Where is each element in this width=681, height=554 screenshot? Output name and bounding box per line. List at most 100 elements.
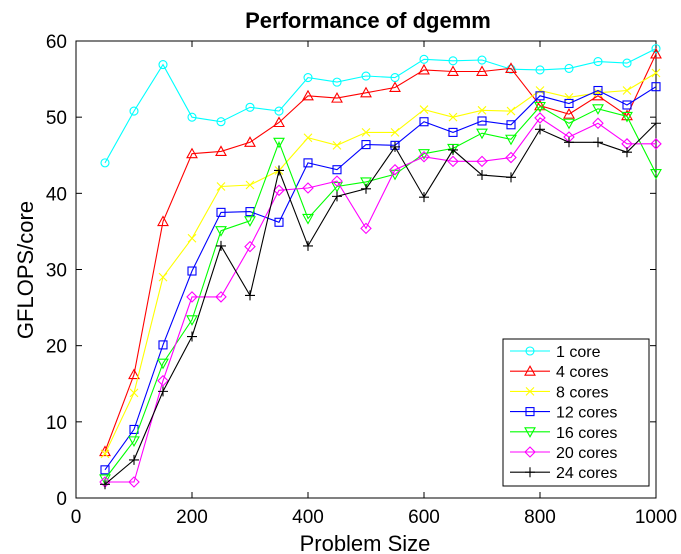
data-point-20-cores <box>534 112 546 124</box>
data-point-4-cores <box>389 81 401 93</box>
x-tick-label: 600 <box>408 507 440 528</box>
data-point-16-cores <box>650 168 662 180</box>
data-point-8-cores <box>651 68 661 78</box>
data-point-24-cores <box>651 118 661 129</box>
data-point-20-cores <box>418 150 430 163</box>
data-point-20-cores <box>447 155 459 168</box>
data-point-24-cores <box>390 141 400 152</box>
data-point-1-core <box>100 158 110 168</box>
data-point-24-cores <box>100 479 110 490</box>
data-point-16-cores <box>331 181 343 193</box>
data-point-1-core <box>419 54 429 64</box>
data-point-20-cores <box>157 374 169 387</box>
data-point-8-cores <box>129 388 139 398</box>
data-point-8-cores <box>419 105 429 114</box>
data-point-12-cores <box>303 158 313 168</box>
data-point-20-cores <box>128 476 140 488</box>
data-point-12-cores <box>216 207 226 217</box>
data-point-16-cores <box>476 128 488 140</box>
series-12-cores <box>100 82 661 475</box>
data-point-8-cores <box>361 128 371 137</box>
data-point-1-core <box>361 71 371 81</box>
data-point-12-cores <box>506 120 516 130</box>
data-point-16-cores <box>128 436 140 448</box>
data-point-8-cores <box>390 128 400 137</box>
data-point-1-core <box>216 117 226 127</box>
data-point-4-cores <box>563 107 575 119</box>
legend-label: 16 cores <box>556 425 617 442</box>
data-point-8-cores <box>448 112 458 122</box>
series-line-4-cores <box>104 53 657 452</box>
legend-label: 20 cores <box>556 445 617 462</box>
data-point-1-core <box>274 106 284 116</box>
data-point-12-cores <box>477 116 487 126</box>
series-line-1-core <box>104 48 657 164</box>
y-tick-label: 50 <box>46 108 67 129</box>
series-line-8-cores <box>104 72 657 455</box>
data-point-12-cores <box>535 91 545 101</box>
data-point-8-cores <box>216 182 226 191</box>
data-point-20-cores <box>244 240 256 253</box>
data-point-12-cores <box>100 465 110 475</box>
data-point-16-cores <box>302 213 314 225</box>
legend-item-16-cores: 16 cores <box>510 425 617 442</box>
data-point-8-cores <box>506 106 516 116</box>
data-point-1-core <box>303 73 313 83</box>
data-point-4-cores <box>273 116 285 128</box>
y-tick-label: 10 <box>46 413 67 434</box>
data-point-24-cores <box>187 331 197 342</box>
data-point-4-cores <box>157 215 169 227</box>
data-point-8-cores <box>535 86 545 95</box>
data-point-8-cores <box>593 88 603 98</box>
data-point-12-cores <box>187 266 197 276</box>
data-point-4-cores <box>244 136 256 147</box>
data-point-4-cores <box>331 91 343 103</box>
data-point-24-cores <box>216 240 226 251</box>
data-point-16-cores <box>447 143 459 155</box>
data-point-8-cores <box>187 233 197 243</box>
data-point-8-cores <box>100 449 110 459</box>
legend-swatch-marker <box>524 365 536 376</box>
data-point-24-cores <box>535 124 545 135</box>
data-point-1-core <box>158 60 168 70</box>
data-point-24-cores <box>158 386 168 397</box>
series-line-24-cores <box>104 122 657 485</box>
data-point-24-cores <box>506 172 516 183</box>
legend-item-12-cores: 12 cores <box>510 405 617 422</box>
data-point-8-cores <box>303 133 313 143</box>
data-point-20-cores <box>389 163 401 176</box>
data-point-24-cores <box>564 137 574 148</box>
legend-label: 8 cores <box>556 384 608 401</box>
data-point-12-cores <box>448 127 458 137</box>
data-point-8-cores <box>622 86 632 95</box>
data-point-16-cores <box>505 134 517 146</box>
legend-swatch-marker <box>524 446 536 458</box>
series-16-cores <box>99 101 662 486</box>
data-point-12-cores <box>245 207 255 217</box>
legend-item-1-core: 1 core <box>510 344 601 361</box>
legend-item-24-cores: 24 cores <box>510 465 617 482</box>
legend-swatch-marker <box>524 427 536 438</box>
data-point-20-cores <box>592 117 604 130</box>
data-point-8-cores <box>564 92 574 102</box>
x-tick-label: 200 <box>176 507 208 528</box>
series-8-cores <box>100 68 661 459</box>
data-point-4-cores <box>418 63 430 75</box>
data-point-24-cores <box>448 144 458 155</box>
series-4-cores <box>99 47 662 457</box>
data-point-16-cores <box>215 226 227 237</box>
data-point-24-cores <box>593 137 603 148</box>
legend-swatch-marker <box>525 467 535 478</box>
legend-swatch-marker <box>525 346 535 356</box>
data-point-16-cores <box>273 137 285 149</box>
data-point-12-cores <box>593 85 603 96</box>
legend-box <box>502 338 650 487</box>
data-point-1-core <box>448 56 458 66</box>
legend-label: 1 core <box>556 344 601 361</box>
data-point-24-cores <box>361 183 371 194</box>
data-point-24-cores <box>477 170 487 181</box>
data-point-12-cores <box>651 82 661 92</box>
data-point-12-cores <box>332 165 342 175</box>
data-point-4-cores <box>650 47 662 59</box>
